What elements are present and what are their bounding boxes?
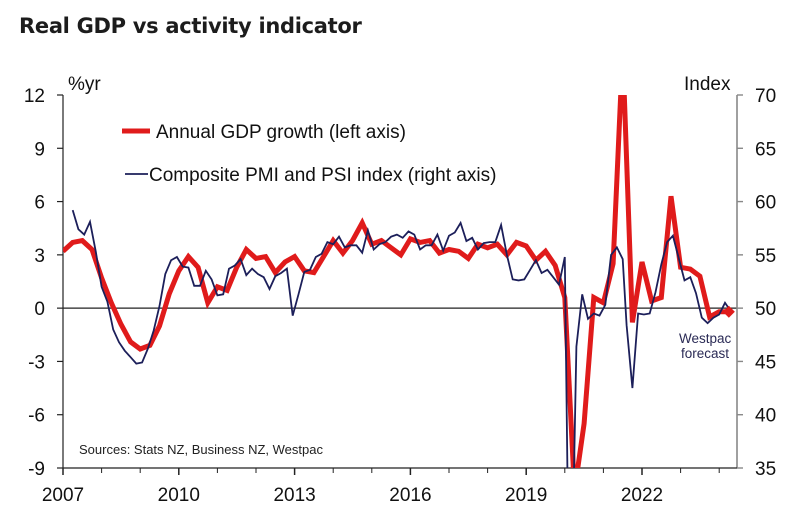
forecast-marker xyxy=(722,305,735,318)
gdp-growth-line xyxy=(63,95,729,468)
legend-label-gdp: Annual GDP growth (left axis) xyxy=(156,122,406,143)
left-axis-tick-label: 12 xyxy=(24,86,45,107)
left-axis-unit-label: %yr xyxy=(68,74,101,95)
right-axis-tick-label: 60 xyxy=(755,193,776,214)
x-axis-tick-label: 2013 xyxy=(273,485,315,506)
source-note: Sources: Stats NZ, Business NZ, Westpac xyxy=(79,442,323,457)
x-axis-tick-label: 2022 xyxy=(621,485,663,506)
left-axis-tick-label: 9 xyxy=(34,139,45,160)
x-axis-tick-label: 2016 xyxy=(389,485,431,506)
forecast-annotation-line1: Westpac xyxy=(679,331,732,346)
left-axis-tick-label: 3 xyxy=(34,246,45,267)
left-axis-tick-label: 0 xyxy=(34,299,45,320)
right-axis-tick-label: 50 xyxy=(755,299,776,320)
right-axis-tick-label: 55 xyxy=(755,246,776,267)
right-axis-tick-label: 65 xyxy=(755,139,776,160)
chart-title: Real GDP vs activity indicator xyxy=(19,14,362,38)
right-axis-tick-label: 70 xyxy=(755,86,776,107)
left-axis-tick-label: -6 xyxy=(28,406,45,427)
right-axis-unit-label: Index xyxy=(684,74,731,95)
forecast-annotation-line2: forecast xyxy=(681,346,729,361)
left-axis-tick-label: 6 xyxy=(34,193,45,214)
x-axis-tick-label: 2019 xyxy=(505,485,547,506)
x-axis-tick-label: 2010 xyxy=(158,485,200,506)
legend-label-pmi: Composite PMI and PSI index (right axis) xyxy=(149,165,496,186)
legend: Annual GDP growth (left axis) Composite … xyxy=(122,122,496,186)
x-axis-tick-label: 2007 xyxy=(42,485,84,506)
right-axis-tick-label: 40 xyxy=(755,406,776,427)
right-axis-tick-label: 35 xyxy=(755,459,776,480)
right-axis-tick-label: 45 xyxy=(755,352,776,373)
left-axis-tick-label: -9 xyxy=(28,459,45,480)
left-axis-tick-label: -3 xyxy=(28,352,45,373)
pmi-psi-index-line xyxy=(71,209,732,468)
